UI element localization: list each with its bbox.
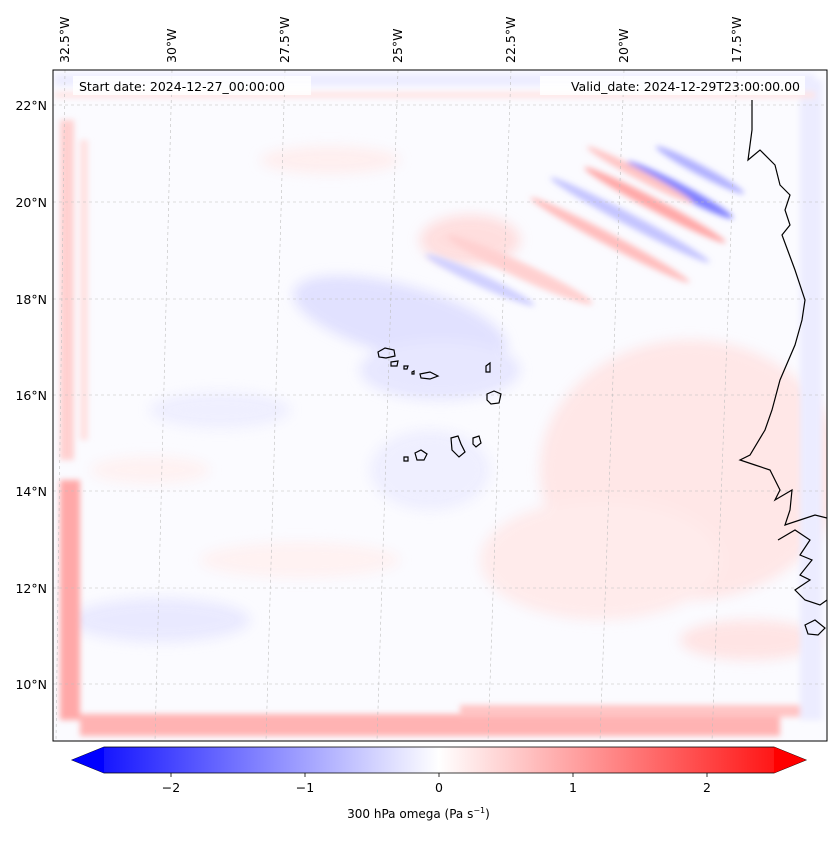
lon-label: 30°W	[164, 28, 179, 63]
colorbar-tick-label: 1	[569, 780, 577, 795]
lat-label: 10°N	[15, 677, 47, 692]
lon-label: 25°W	[390, 28, 405, 63]
colorbar-tick-label: −1	[296, 780, 314, 795]
colorbar-extend-min	[72, 747, 104, 773]
lon-label: 20°W	[616, 28, 631, 63]
colorbar-extend-max	[774, 747, 806, 773]
lon-label: 27.5°W	[277, 17, 292, 63]
lon-label: 17.5°W	[729, 17, 744, 63]
lat-label: 22°N	[15, 98, 47, 113]
lat-label: 18°N	[15, 292, 47, 307]
omega-field	[55, 74, 827, 736]
lon-label: 32.5°W	[57, 17, 72, 63]
lat-label: 12°N	[15, 581, 47, 596]
colorbar: −2 −1 0 1 2	[70, 746, 808, 795]
lat-label: 16°N	[15, 388, 47, 403]
cape-verde-islands	[377, 347, 502, 462]
colorbar-label: 300 hPa omega (Pa s−1)	[0, 806, 837, 821]
colorbar-bar	[70, 746, 808, 774]
lat-label: 20°N	[15, 195, 47, 210]
valid-date-label: Valid_date: 2024-12-29T23:00:00.00	[571, 79, 800, 94]
lat-label: 14°N	[15, 484, 47, 499]
colorbar-label-exponent: −1	[473, 806, 486, 815]
colorbar-label-main: 300 hPa omega (Pa s	[347, 807, 474, 821]
start-date-label: Start date: 2024-12-27_00:00:00	[79, 79, 285, 94]
lon-label: 22.5°W	[503, 17, 518, 63]
colorbar-label-end: )	[485, 807, 490, 821]
latitude-labels: 22°N 20°N 18°N 16°N 14°N 12°N 10°N	[15, 98, 47, 692]
colorbar-tick-label: −2	[162, 780, 180, 795]
coastline	[738, 100, 827, 636]
colorbar-tick-label: 2	[703, 780, 711, 795]
longitude-labels: 32.5°W 30°W 27.5°W 25°W 22.5°W 20°W 17.5…	[57, 17, 744, 63]
map-panel: Start date: 2024-12-27_00:00:00 Valid_da…	[15, 17, 828, 742]
colorbar-tick-label: 0	[435, 780, 443, 795]
graticule	[53, 69, 827, 742]
